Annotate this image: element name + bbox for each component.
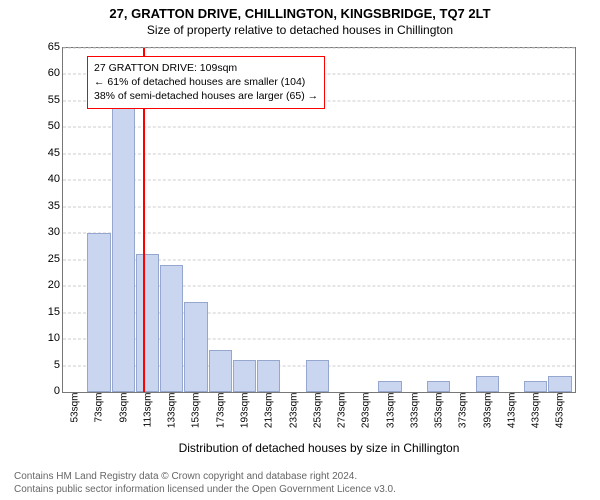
x-tick: 373sqm (458, 393, 469, 429)
footer-line-1: Contains HM Land Registry data © Crown c… (14, 471, 586, 484)
y-tick: 25 (36, 253, 60, 265)
y-tick: 0 (36, 385, 60, 397)
annotation-line: ← 61% of detached houses are smaller (10… (94, 75, 318, 89)
x-tick: 73sqm (94, 393, 105, 423)
x-tick: 133sqm (167, 393, 178, 429)
histogram-bar (548, 376, 571, 392)
histogram-bar (209, 350, 232, 392)
histogram-bar (87, 233, 110, 392)
chart-area: Number of detached properties 53sqm73sqm… (4, 41, 586, 469)
x-tick: 433sqm (531, 393, 542, 429)
y-tick: 50 (36, 120, 60, 132)
x-tick: 53sqm (70, 393, 81, 423)
y-tick: 10 (36, 332, 60, 344)
histogram-bar (427, 381, 450, 392)
x-tick: 233sqm (288, 393, 299, 429)
histogram-bar (378, 381, 401, 392)
histogram-bar (136, 254, 159, 392)
y-tick: 30 (36, 226, 60, 238)
y-tick: 5 (36, 359, 60, 371)
histogram-bar (524, 381, 547, 392)
histogram-bar (233, 360, 256, 392)
footer-line-2: Contains public sector information licen… (14, 484, 586, 497)
chart-title: 27, GRATTON DRIVE, CHILLINGTON, KINGSBRI… (0, 6, 600, 21)
x-tick: 113sqm (142, 393, 153, 428)
x-tick: 333sqm (409, 393, 420, 429)
y-tick: 20 (36, 279, 60, 291)
annotation-line: 38% of semi-detached houses are larger (… (94, 89, 318, 103)
chart-subtitle: Size of property relative to detached ho… (0, 23, 600, 37)
histogram-bar (184, 302, 207, 392)
x-tick: 213sqm (264, 393, 275, 429)
y-tick: 40 (36, 173, 60, 185)
histogram-bar (160, 265, 183, 392)
x-tick: 93sqm (118, 393, 129, 423)
x-axis-label: Distribution of detached houses by size … (62, 441, 576, 455)
histogram-bar (306, 360, 329, 392)
y-tick: 15 (36, 306, 60, 318)
y-tick: 60 (36, 67, 60, 79)
y-tick: 55 (36, 94, 60, 106)
x-tick: 453sqm (555, 393, 566, 429)
x-tick: 293sqm (361, 393, 372, 429)
annotation-box: 27 GRATTON DRIVE: 109sqm← 61% of detache… (87, 56, 325, 109)
x-tick: 153sqm (191, 393, 202, 429)
y-tick: 45 (36, 147, 60, 159)
x-tick: 353sqm (434, 393, 445, 429)
x-tick: 393sqm (482, 393, 493, 429)
x-tick: 253sqm (312, 393, 323, 429)
footer-attribution: Contains HM Land Registry data © Crown c… (14, 471, 586, 496)
histogram-bar (112, 106, 135, 392)
y-tick: 65 (36, 41, 60, 53)
plot-region: 53sqm73sqm93sqm113sqm133sqm153sqm173sqm1… (62, 47, 576, 393)
histogram-bar (257, 360, 280, 392)
annotation-line: 27 GRATTON DRIVE: 109sqm (94, 61, 318, 75)
y-tick: 35 (36, 200, 60, 212)
x-tick: 173sqm (215, 393, 226, 429)
x-tick: 273sqm (337, 393, 348, 429)
x-tick: 193sqm (239, 393, 250, 429)
histogram-bar (476, 376, 499, 392)
x-tick: 313sqm (385, 393, 396, 429)
x-tick: 413sqm (506, 393, 517, 429)
